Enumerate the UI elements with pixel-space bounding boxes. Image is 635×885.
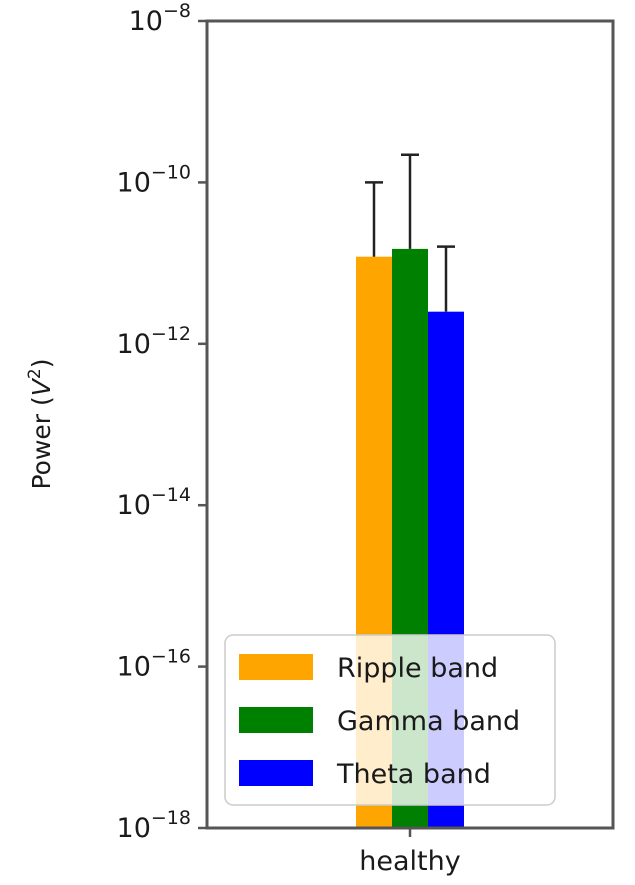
y-tick-label: 10−10 [117, 161, 191, 198]
legend-label-gamma-band: Gamma band [337, 706, 520, 737]
y-tick-label: 10−12 [117, 323, 191, 360]
error-bars [365, 153, 455, 312]
legend-label-ripple-band: Ripple band [337, 653, 498, 684]
y-axis-title: Power (V2) [25, 359, 56, 490]
x-tick-label: healthy [359, 846, 460, 877]
legend: Ripple band Gamma band Theta band [224, 634, 556, 806]
x-axis-ticks: healthy [359, 828, 461, 877]
y-axis-label: Power (V2) [25, 359, 56, 490]
y-tick-label: 10−14 [117, 484, 191, 521]
y-tick-label: 10−16 [117, 646, 191, 683]
y-tick-label: 10−8 [129, 0, 191, 37]
y-tick-label: 10−18 [117, 807, 191, 844]
legend-swatch-theta-band [239, 760, 313, 786]
legend-swatch-ripple-band [239, 654, 313, 680]
legend-label-theta-band: Theta band [336, 759, 491, 790]
legend-swatch-gamma-band [239, 707, 313, 733]
y-axis-ticks: 10−18 10−16 10−14 10−12 10−10 10−8 [117, 0, 207, 844]
